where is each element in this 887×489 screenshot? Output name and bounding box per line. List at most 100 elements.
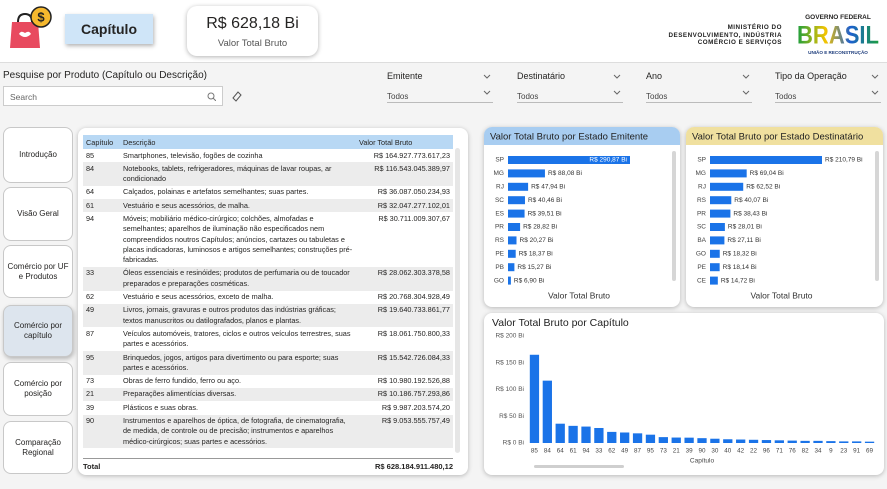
search-box[interactable]: Search: [3, 86, 223, 106]
chevron-icon: [742, 74, 750, 79]
value-cell: R$ 15.542.726.084,33: [356, 351, 453, 375]
brand-logo: BRASIL: [797, 22, 879, 50]
table-row: 87 Veículos automóveis, tratores, ciclos …: [83, 327, 453, 351]
bar: [710, 182, 744, 191]
filter-dropdown[interactable]: Todos: [646, 89, 752, 103]
chapter-cell: 95: [83, 351, 120, 375]
value-cell: R$ 9.987.203.574,20: [381, 402, 450, 412]
bag-handle: [17, 12, 33, 23]
nav-button[interactable]: Comércio por UF e Produtos: [3, 245, 73, 298]
table-body: 85 Smartphones, televisão, fogões de cozi…: [83, 149, 453, 449]
nav-button[interactable]: Visão Geral: [3, 187, 73, 241]
bar: [761, 440, 772, 443]
y-tick-label: PE: [495, 251, 504, 258]
data-label: R$ 210,79 Bi: [825, 157, 863, 164]
nav-button[interactable]: Comércio por capítulo: [3, 305, 73, 357]
page-title-button[interactable]: Capítulo: [65, 14, 153, 44]
filter-value: Todos: [517, 92, 539, 101]
bar: [508, 196, 525, 205]
bar: [671, 437, 681, 443]
x-tick-label: 73: [660, 448, 668, 455]
chevron: [613, 74, 621, 95]
y-tick-label: SC: [495, 197, 504, 204]
total-value: R$ 628.184.911.480,12: [375, 462, 453, 471]
table-row: 49 Livros, jornais, gravuras e outros pro…: [83, 303, 453, 328]
x-axis-title: Capítulo: [690, 458, 715, 465]
filter-label: Ano: [646, 71, 663, 81]
chevron-icon: [483, 74, 491, 79]
chevron-icon: [613, 74, 621, 79]
chart-title: Valor Total Bruto por Capítulo: [492, 317, 629, 329]
page-title: Capítulo: [81, 21, 137, 37]
data-label: R$ 88,08 Bi: [548, 170, 582, 177]
table-row: 84 Notebooks, tablets, refrigeradores, má…: [83, 162, 453, 186]
filter-dropdown[interactable]: Todos: [517, 89, 623, 103]
chart-panel: Valor Total Bruto por Capítulo R$ 0 Bi R$ …: [484, 313, 884, 475]
description-cell: Calçados, polainas e artefatos semelhant…: [123, 187, 309, 197]
filter-dropdown[interactable]: Todos: [775, 89, 881, 103]
description-cell: Livros, jornais, gravuras e outros produ…: [120, 303, 356, 328]
bar: [508, 263, 515, 272]
kpi-card: R$ 628,18 Bi Valor Total Bruto: [187, 6, 318, 56]
bar: [508, 276, 511, 285]
data-label: R$ 28,82 Bi: [523, 224, 557, 231]
table-row: 21 Preparações alimentícias diversas. R$ 1…: [83, 387, 453, 402]
total-row: Total R$ 628.184.911.480,12: [83, 458, 453, 471]
search-label: Pesquise por Produto (Capítulo ou Descri…: [3, 70, 207, 81]
chevron-icon: [613, 90, 621, 95]
table-row: 64 Calçados, polainas e artefatos semelha…: [83, 186, 453, 199]
government-label: GOVERNO FEDERAL: [805, 14, 871, 21]
table-row: 90 Instrumentos e aparelhos de óptica, de…: [83, 414, 453, 449]
description-cell: Preparações alimentícias diversas.: [120, 387, 356, 402]
total-label: Total: [83, 462, 101, 471]
data-label: R$ 40,07 Bi: [734, 197, 768, 204]
y-tick-label: RJ: [496, 184, 504, 191]
bar: [710, 276, 718, 285]
value-cell: R$ 9.053.555.757,49: [356, 414, 453, 449]
value-cell: R$ 18.061.750.800,33: [377, 328, 450, 338]
chart-title-bg: [484, 127, 680, 145]
nav-button[interactable]: Introdução: [3, 127, 73, 183]
chapter-cell: 62: [86, 292, 95, 302]
chapter-cell: 84: [83, 162, 120, 186]
eraser-icon[interactable]: [231, 90, 243, 102]
scrollbar: [534, 465, 624, 468]
chapter-cell: 94: [86, 213, 95, 223]
bar: [710, 196, 732, 205]
nav-button[interactable]: Comércio por posição: [3, 362, 73, 416]
x-tick-label: 85: [531, 448, 539, 455]
bar: [529, 354, 540, 443]
data-label: R$ 290,87 Bi: [589, 157, 627, 164]
chevron: [742, 74, 750, 95]
bar: [800, 440, 810, 443]
data-label: R$ 69,04 Bi: [750, 170, 784, 177]
scrollbar[interactable]: [455, 148, 460, 453]
value-cell: R$ 32.047.277.102,01: [356, 199, 453, 213]
x-tick-label: 61: [570, 448, 578, 455]
x-tick-label: 23: [840, 448, 848, 455]
value-cell: R$ 28.062.303.378,58: [356, 266, 453, 291]
x-tick-label: 21: [673, 448, 681, 455]
x-tick-label: 40: [724, 448, 732, 455]
bar: [710, 156, 822, 164]
nav-button[interactable]: Comparação Regional: [3, 421, 73, 474]
table-row: 95 Brinquedos, jogos, artigos para divert…: [83, 351, 453, 375]
table-row: 94 Móveis; mobiliário médico-cirúrgico; c…: [83, 212, 453, 266]
filter-dropdown[interactable]: Todos: [387, 89, 493, 103]
bar: [736, 439, 746, 443]
data-label: R$ 18,37 Bi: [519, 251, 553, 258]
ministry-line: COMÉRCIO E SERVIÇOS: [697, 39, 782, 46]
column-header: Valor Total Bruto: [356, 135, 453, 149]
ministry-line: DESENVOLVIMENTO, INDÚSTRIA: [668, 31, 782, 39]
data-label: R$ 27,11 Bi: [727, 237, 760, 244]
chapter-cell: 87: [86, 328, 95, 338]
y-tick-label: RS: [697, 197, 707, 204]
y-tick-label: R$ 150 Bi: [495, 359, 524, 366]
chapter-cell: 73: [86, 376, 95, 386]
x-tick-label: 94: [582, 448, 590, 455]
brand-text: BRASIL: [797, 22, 879, 50]
filter-value: Todos: [775, 92, 797, 101]
x-tick-label: 71: [776, 448, 784, 455]
bar: [645, 434, 656, 443]
bar: [508, 182, 529, 191]
